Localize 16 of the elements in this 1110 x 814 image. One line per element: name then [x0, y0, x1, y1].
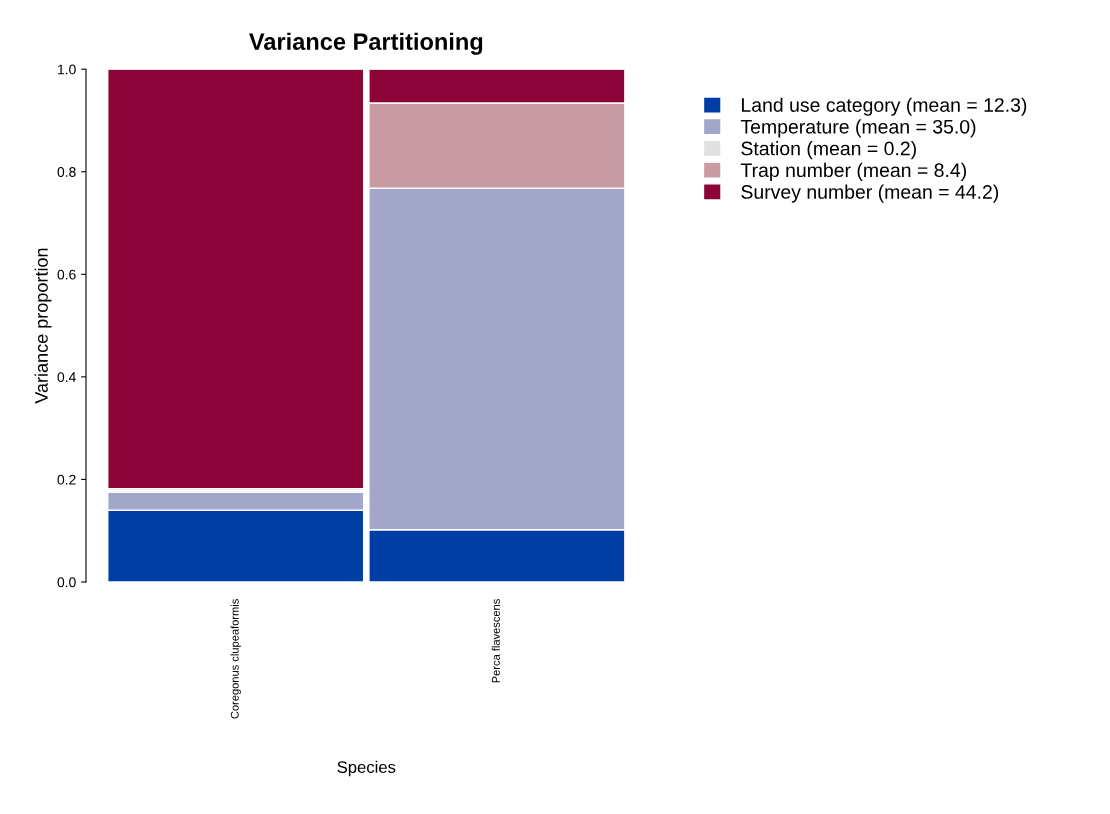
y-tick-label: 1.0 — [58, 64, 76, 75]
legend-label: Station (mean = 0.2) — [741, 141, 916, 160]
y-tick-label: 0.0 — [57, 577, 76, 588]
y-tick-label: 0.4 — [57, 372, 76, 383]
y-tick-label: 0.2 — [57, 474, 76, 485]
x-tick-label: Coregonus clupeaformis — [230, 599, 241, 719]
x-axis-title: Species — [337, 760, 396, 777]
legend-label: Temperature (mean = 35.0) — [740, 119, 976, 138]
legend-label: Land use category (mean = 12.3) — [742, 97, 1027, 116]
y-tick-label: 0.8 — [57, 167, 76, 177]
x-tick-label: Perca flavescens — [491, 599, 500, 683]
legend-label: Trap number (mean = 8.4) — [740, 162, 966, 181]
y-axis-title: Variance proportion — [34, 248, 52, 404]
y-tick-label: 0.6 — [57, 269, 76, 280]
chart-title: Variance Partitioning — [249, 32, 483, 55]
legend-label: Survey number (mean = 44.2) — [741, 184, 999, 203]
